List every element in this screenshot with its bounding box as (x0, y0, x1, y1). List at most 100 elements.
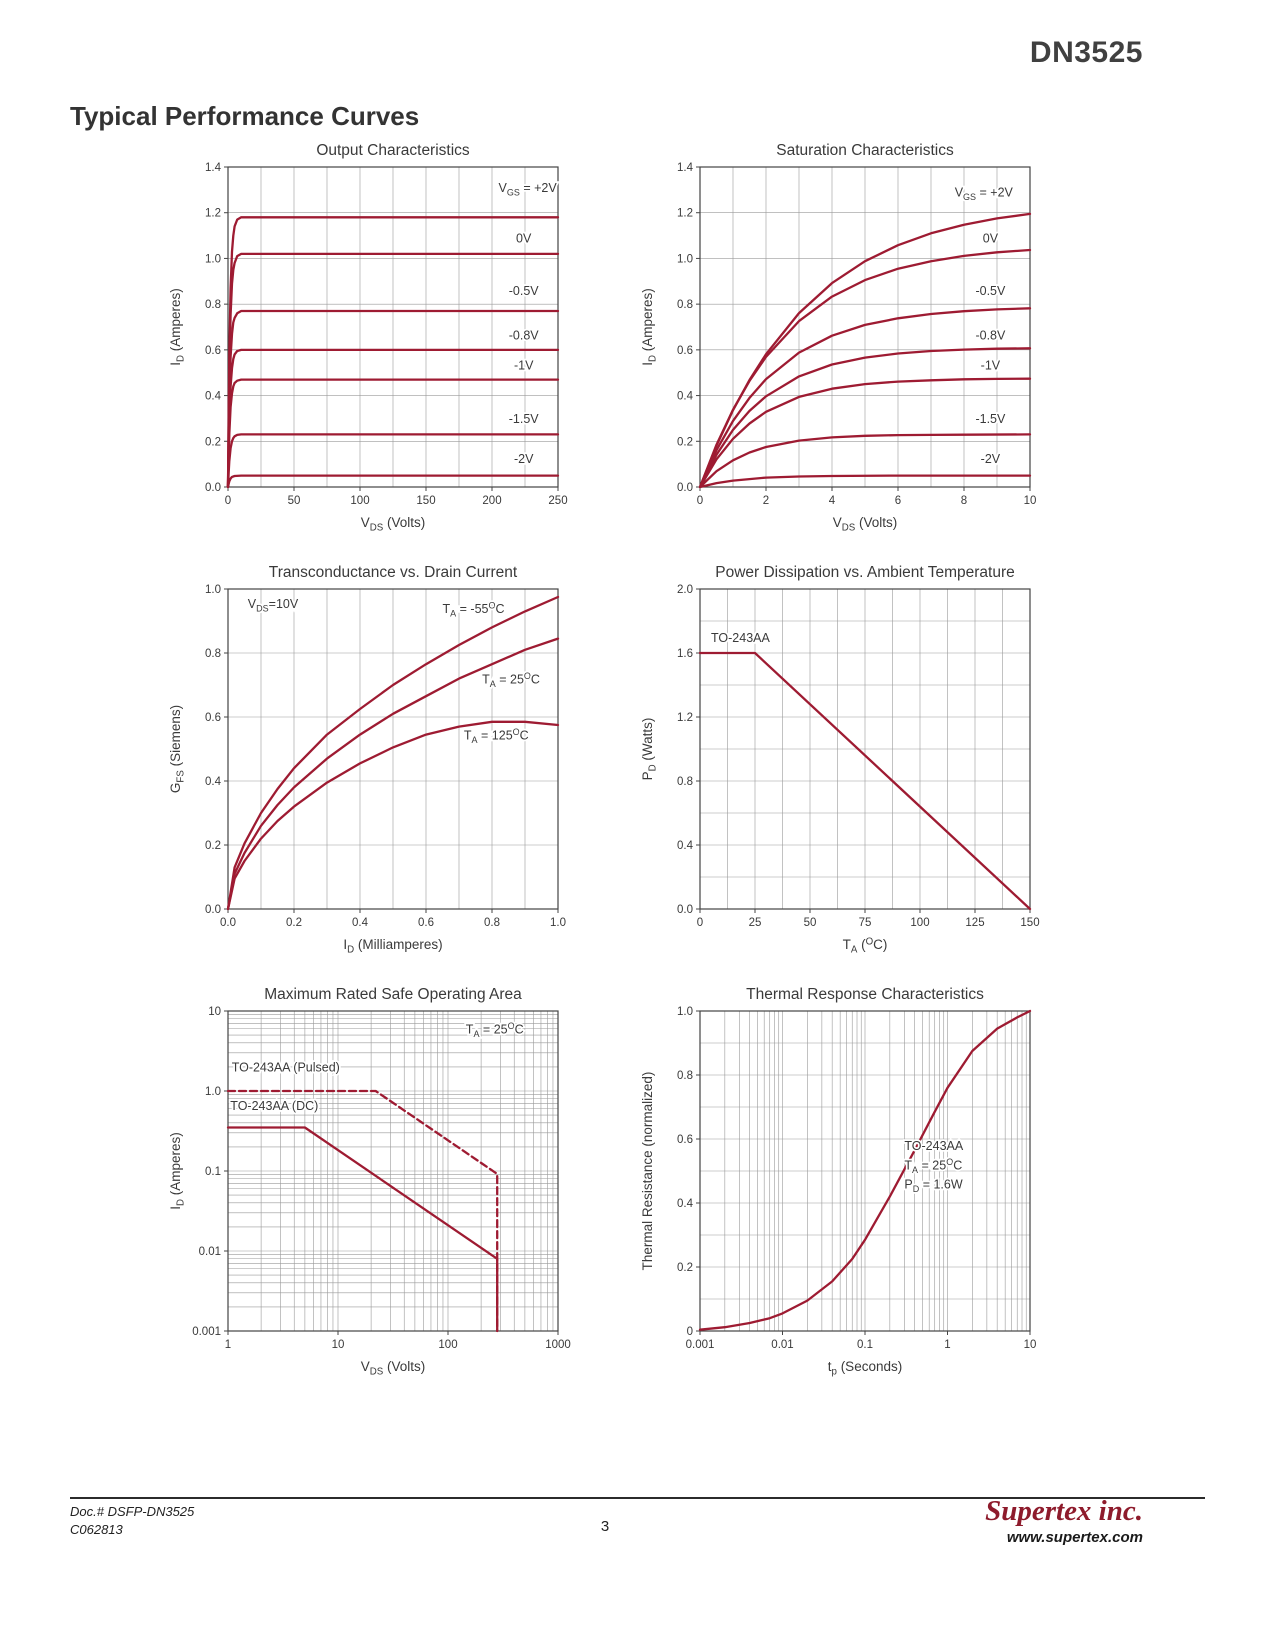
curve-label: -2V (514, 452, 534, 466)
svg-text:75: 75 (859, 917, 872, 929)
svg-text:0.0: 0.0 (205, 904, 221, 916)
series-curve (698, 347, 1032, 489)
chart-title: Maximum Rated Safe Operating Area (264, 986, 522, 1003)
series-curve (698, 307, 1032, 489)
svg-text:0.4: 0.4 (352, 917, 369, 929)
svg-text:0.0: 0.0 (677, 482, 693, 494)
svg-text:100: 100 (350, 495, 369, 507)
svg-text:250: 250 (548, 495, 567, 507)
svg-text:0.2: 0.2 (286, 917, 302, 929)
gridlines (227, 588, 559, 910)
svg-text:0.8: 0.8 (677, 776, 693, 788)
svg-text:0.8: 0.8 (205, 648, 221, 660)
curve-label: -0.5V (975, 284, 1006, 298)
svg-text:0.1: 0.1 (857, 1339, 873, 1351)
footer-doc-info: Doc.# DSFP-DN3525 C062813 (70, 1503, 194, 1539)
svg-text:100: 100 (910, 917, 929, 929)
curve-label: TA = 125OC (464, 727, 529, 745)
svg-text:0.6: 0.6 (418, 917, 434, 929)
svg-text:0.4: 0.4 (205, 776, 222, 788)
series-curve (226, 378, 560, 489)
y-axis-label: ID (Amperes) (168, 1132, 187, 1210)
series-curve (698, 474, 1032, 489)
svg-text:0.6: 0.6 (205, 712, 221, 724)
x-axis-label: tp (Seconds) (828, 1359, 902, 1378)
svg-text:1.2: 1.2 (205, 208, 221, 220)
svg-text:1.0: 1.0 (205, 1086, 221, 1098)
svg-text:200: 200 (482, 495, 501, 507)
footer-doc-ref: Doc.# DSFP-DN3525 (70, 1504, 195, 1519)
curve-label: TO-243AA (Pulsed) (232, 1061, 340, 1075)
y-axis-label: PD (Watts) (640, 718, 659, 781)
svg-text:50: 50 (288, 495, 301, 507)
svg-text:0.01: 0.01 (199, 1246, 221, 1258)
svg-text:0.8: 0.8 (484, 917, 500, 929)
gridlines (699, 166, 1031, 488)
curve-label: TA = 25OC (904, 1157, 962, 1175)
chart-output-characteristics: 0 50 100 150 200 250 0.0 0.2 0.4 0.6 0.8 1.0 1.2 1.4 V… (166, 137, 578, 539)
svg-text:0.8: 0.8 (677, 299, 693, 311)
curve-label: -1V (981, 358, 1001, 372)
svg-text:50: 50 (804, 917, 817, 929)
y-axis-label: ID (Amperes) (640, 288, 659, 366)
svg-text:0.2: 0.2 (677, 436, 693, 448)
curve-label: VGS = +2V (955, 186, 1014, 203)
svg-text:0: 0 (687, 1326, 693, 1338)
svg-text:100: 100 (438, 1339, 457, 1351)
svg-text:10: 10 (332, 1339, 345, 1351)
svg-text:1.0: 1.0 (677, 1006, 693, 1018)
company-logo: Supertex inc. (985, 1495, 1143, 1527)
curve-label: VGS = +2V (498, 181, 557, 198)
chart-svg-maximum-rated-safe-operating-area: 1 10 100 1000 0.001 0.01 0.1 1.0 10 TA = 25OC TO-2… (168, 986, 571, 1378)
chart-thermal-response-characteristics: 0.001 0.01 0.1 1 10 0 0.2 0.4 0.6 0.8 1.0 TO-243AA T… (638, 981, 1050, 1383)
series-curve (226, 637, 560, 911)
company-website: www.supertex.com (1006, 1529, 1143, 1546)
svg-text:0.6: 0.6 (677, 345, 693, 357)
curve-label: -1V (514, 358, 534, 372)
svg-text:8: 8 (961, 495, 967, 507)
curve-label: -2V (981, 452, 1001, 466)
chart-power-dissipation-vs-ambient-temperature: 0 25 50 75 100 125 150 0.0 0.4 0.8 1.2 1.6 2.0 TO-243… (638, 559, 1050, 961)
series-curve (226, 1126, 499, 1333)
svg-text:0.2: 0.2 (205, 436, 221, 448)
svg-text:0.1: 0.1 (205, 1166, 221, 1178)
y-axis-label: Thermal Resistance (normalized) (640, 1072, 655, 1271)
curve-label: VDS=10V (248, 597, 299, 614)
svg-text:1: 1 (944, 1339, 950, 1351)
svg-text:150: 150 (416, 495, 435, 507)
svg-text:0.2: 0.2 (205, 840, 221, 852)
svg-text:0: 0 (225, 495, 231, 507)
svg-text:2: 2 (763, 495, 769, 507)
curve-label: TA = -55OC (443, 601, 505, 619)
curve-label: TA = 25OC (482, 671, 540, 689)
y-axis-label: GFS (Siemens) (168, 705, 187, 793)
svg-text:0.8: 0.8 (205, 299, 221, 311)
svg-text:0.0: 0.0 (220, 917, 236, 929)
gridlines (699, 588, 1031, 910)
svg-text:0.0: 0.0 (205, 482, 221, 494)
curve-label: 0V (983, 231, 999, 245)
curve-label: PD = 1.6W (904, 1178, 962, 1195)
doc-number: DN3525 (1029, 36, 1143, 69)
chart-title: Power Dissipation vs. Ambient Temperatur… (715, 564, 1015, 581)
svg-text:0.01: 0.01 (771, 1339, 793, 1351)
svg-text:1.4: 1.4 (205, 162, 222, 174)
svg-text:1.0: 1.0 (550, 917, 566, 929)
curve-label: 0V (516, 231, 532, 245)
chart-title: Saturation Characteristics (776, 142, 954, 159)
series-curve (698, 433, 1032, 489)
curve-label: TO-243AA (711, 631, 770, 645)
svg-text:4: 4 (829, 495, 836, 507)
page-number: 3 (600, 1518, 610, 1535)
series-curve (226, 433, 560, 489)
x-axis-label: VDS (Volts) (833, 515, 898, 534)
page-title: Typical Performance Curves (70, 101, 420, 132)
series-curve (226, 595, 560, 911)
chart-transconductance-vs-drain-current: 0.0 0.2 0.4 0.6 0.8 1.0 0.0 0.2 0.4 0.6 0.8 1.0 VDS=… (166, 559, 578, 961)
x-axis-label: VDS (Volts) (361, 1359, 426, 1378)
svg-text:0.6: 0.6 (677, 1134, 693, 1146)
svg-text:150: 150 (1020, 917, 1039, 929)
series-curve (226, 1089, 499, 1333)
footer-divider (70, 1497, 1205, 1499)
